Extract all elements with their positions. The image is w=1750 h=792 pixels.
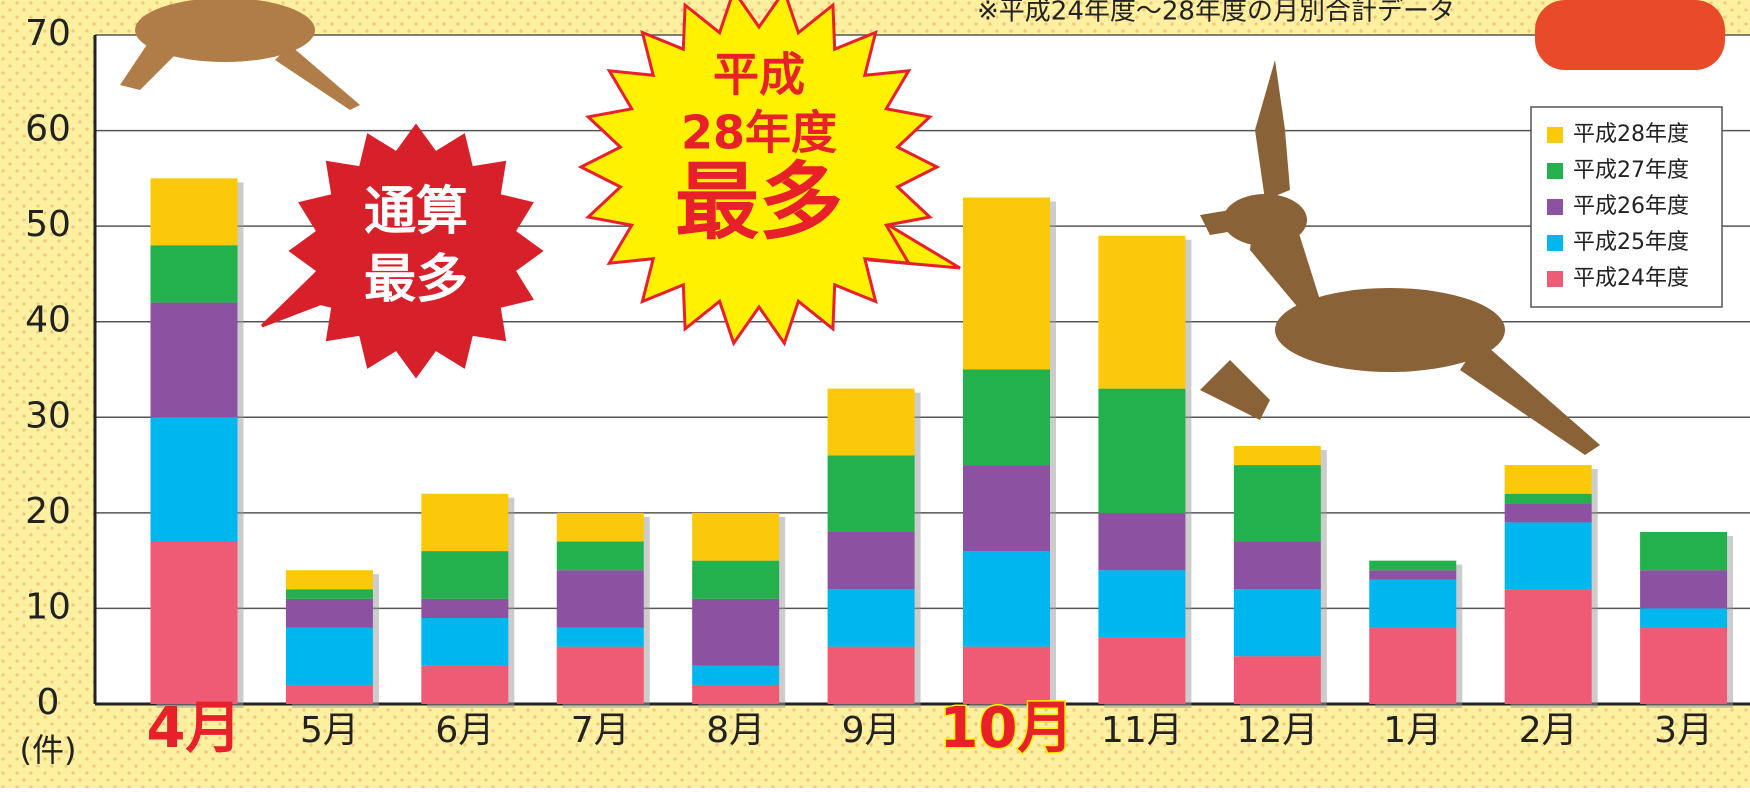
bar-segment — [1369, 628, 1456, 704]
bar-segment — [828, 589, 915, 646]
legend-swatch — [1547, 163, 1563, 179]
bar-segment — [828, 647, 915, 704]
y-tick-label: 30 — [25, 395, 71, 436]
legend-swatch — [1547, 199, 1563, 215]
bar-segment — [963, 465, 1050, 551]
bar-segment — [286, 599, 373, 628]
bar-segment — [963, 197, 1050, 369]
bar-segment — [151, 303, 238, 418]
legend-swatch — [1547, 127, 1563, 143]
bar-segment — [1505, 503, 1592, 522]
x-tick-label: 4月 — [147, 696, 242, 761]
bar-segment — [692, 685, 779, 704]
bar-segment — [1369, 570, 1456, 580]
bar-segment — [557, 542, 644, 571]
bar-segment — [1098, 513, 1185, 570]
bar-segment — [421, 666, 508, 704]
bar-segment — [286, 628, 373, 685]
bar-segment — [286, 570, 373, 589]
x-tick-label: 8月 — [706, 710, 765, 751]
bar-segment — [421, 551, 508, 599]
car — [1535, 0, 1725, 70]
annotation: 通算 — [364, 182, 468, 242]
legend-label: 平成27年度 — [1573, 158, 1689, 183]
x-tick-label: 7月 — [571, 710, 630, 751]
bar-segment — [286, 685, 373, 704]
bar-segment — [1505, 494, 1592, 504]
annotation: 平成 — [713, 48, 805, 102]
bar-segment — [692, 666, 779, 685]
y-tick-label: 70 — [25, 13, 71, 54]
bar-segment — [421, 599, 508, 618]
bar-segment — [692, 561, 779, 599]
y-tick-label: 10 — [25, 586, 71, 627]
bar-segment — [151, 178, 238, 245]
legend-swatch — [1547, 235, 1563, 251]
bar-segment — [421, 494, 508, 551]
x-tick-label: 2月 — [1519, 710, 1578, 751]
annotation: 最多 — [364, 250, 468, 310]
bar-segment — [1098, 637, 1185, 704]
bar-segment — [1234, 656, 1321, 704]
chart: ※平成24年度～28年度の月別合計データ (件) 0 10 20 30 40 50 60 70… — [0, 0, 1750, 788]
bar-segment — [421, 618, 508, 666]
y-unit: (件) — [20, 731, 77, 769]
y-tick-label: 60 — [25, 109, 71, 150]
bar-segment — [692, 513, 779, 561]
bar-segment — [1505, 589, 1592, 704]
bar-segment — [828, 456, 915, 532]
bar-segment — [557, 647, 644, 704]
annotation: 28年度 — [681, 106, 837, 160]
legend-label: 平成26年度 — [1573, 194, 1689, 219]
y-tick-label: 40 — [25, 300, 71, 341]
bar-segment — [286, 589, 373, 599]
bar-segment — [963, 551, 1050, 647]
bar-segment — [1234, 465, 1321, 541]
x-tick-label: 1月 — [1383, 710, 1442, 751]
bar-segment — [1098, 236, 1185, 389]
bar-segment — [1234, 542, 1321, 590]
bar-segment — [963, 370, 1050, 466]
bar-segment — [557, 513, 644, 542]
x-tick-label: 6月 — [435, 710, 494, 751]
bar-segment — [828, 389, 915, 456]
x-tick-label: 10月 — [940, 696, 1074, 761]
bar-segment — [1505, 465, 1592, 494]
legend-label: 平成25年度 — [1573, 230, 1689, 255]
y-tick-label: 20 — [25, 491, 71, 532]
x-tick-label: 3月 — [1654, 710, 1713, 751]
bar-segment — [1369, 561, 1456, 571]
bar-segment — [1098, 389, 1185, 513]
bar-segment — [151, 245, 238, 302]
legend-label: 平成28年度 — [1573, 122, 1689, 147]
bar-segment — [557, 628, 644, 647]
bar-segment — [1369, 580, 1456, 628]
bar-segment — [1234, 446, 1321, 465]
bar-segment — [151, 542, 238, 704]
bar-segment — [1640, 628, 1727, 704]
y-tick-label: 50 — [25, 204, 71, 245]
bar-segment — [151, 417, 238, 541]
x-tick-label: 11月 — [1101, 710, 1183, 751]
y-tick-label: 0 — [37, 682, 60, 723]
x-tick-label: 9月 — [842, 710, 901, 751]
bar-segment — [557, 570, 644, 627]
bar-segment — [1640, 532, 1727, 570]
subtitle: ※平成24年度～28年度の月別合計データ — [977, 0, 1455, 27]
legend-label: 平成24年度 — [1573, 266, 1689, 291]
x-tick-label: 12月 — [1236, 710, 1318, 751]
bar-segment — [1640, 608, 1727, 627]
annotation: 最多 — [675, 153, 843, 251]
bar-segment — [1098, 570, 1185, 637]
bar-segment — [828, 532, 915, 589]
bar-segment — [1234, 589, 1321, 656]
bar-segment — [1640, 570, 1727, 608]
bar-segment — [1505, 522, 1592, 589]
x-tick-label: 5月 — [300, 710, 359, 751]
legend-swatch — [1547, 271, 1563, 287]
bar-segment — [692, 599, 779, 666]
